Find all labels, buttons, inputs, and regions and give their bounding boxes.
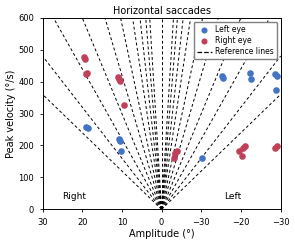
Right eye xyxy=(116,77,121,81)
Left eye xyxy=(272,72,277,75)
Right eye xyxy=(242,144,247,148)
Right eye xyxy=(172,156,177,160)
Left eye xyxy=(273,88,278,92)
Right eye xyxy=(239,154,244,158)
Left eye xyxy=(248,77,253,81)
Right eye xyxy=(274,144,279,148)
Right eye xyxy=(116,75,120,79)
Right eye xyxy=(85,71,89,75)
Right eye xyxy=(241,146,245,150)
Right eye xyxy=(118,79,122,83)
Right eye xyxy=(84,72,88,75)
X-axis label: Amplitude (°): Amplitude (°) xyxy=(129,230,194,239)
Right eye xyxy=(174,149,179,153)
Left eye xyxy=(219,74,224,78)
Left eye xyxy=(221,76,225,80)
Left eye xyxy=(119,149,124,153)
Left eye xyxy=(274,74,279,78)
Right eye xyxy=(82,55,86,59)
Left eye xyxy=(116,137,121,141)
Y-axis label: Peak velocity (°/s): Peak velocity (°/s) xyxy=(6,69,16,158)
Legend: Left eye, Right eye, Reference lines: Left eye, Right eye, Reference lines xyxy=(194,22,277,59)
Left eye xyxy=(247,71,252,75)
Left eye xyxy=(118,139,122,143)
Text: Right: Right xyxy=(62,192,86,201)
Right eye xyxy=(237,149,241,153)
Right eye xyxy=(83,57,88,61)
Text: Left: Left xyxy=(224,192,242,201)
Title: Horizontal saccades: Horizontal saccades xyxy=(113,6,211,15)
Right eye xyxy=(173,151,178,155)
Left eye xyxy=(86,126,91,130)
Right eye xyxy=(272,146,277,150)
Left eye xyxy=(84,125,88,129)
Right eye xyxy=(122,103,126,107)
Left eye xyxy=(200,156,204,160)
